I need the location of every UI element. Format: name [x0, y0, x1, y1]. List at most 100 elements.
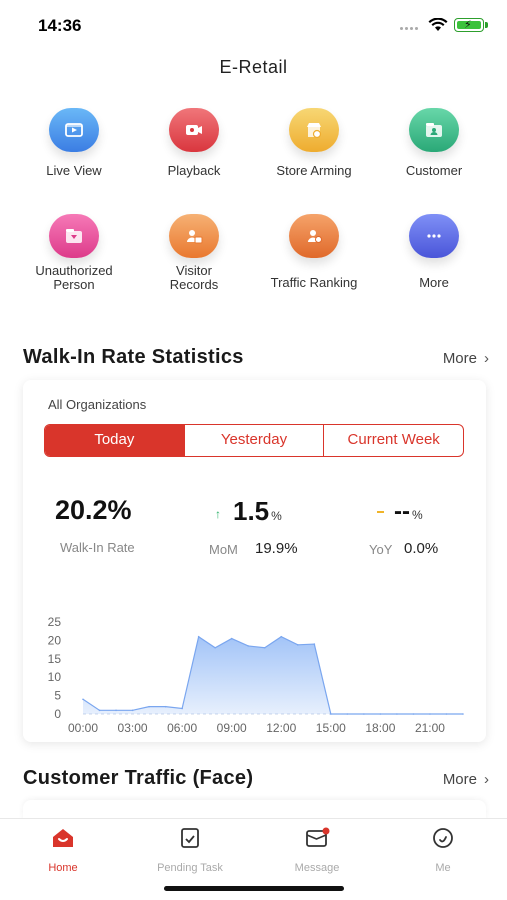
x-tick-label: 21:00	[415, 721, 445, 735]
traffic-ranking-icon	[289, 214, 339, 258]
period-tabs: Today Yesterday Current Week	[44, 424, 464, 457]
grid-label: Store Arming	[276, 163, 352, 178]
data-point	[197, 635, 200, 638]
data-point	[98, 709, 101, 712]
status-time: 14:36	[38, 16, 82, 35]
mom-change-value: 1.5	[233, 496, 270, 526]
y-tick-label: 5	[54, 689, 61, 703]
x-tick-label: 06:00	[167, 721, 197, 735]
grid-item-store-arming[interactable]: Store Arming	[254, 108, 374, 178]
organization-selector[interactable]: All Organizations	[48, 397, 147, 412]
grid-item-visitor-records[interactable]: Visitor Records	[134, 214, 254, 292]
data-point	[363, 713, 365, 715]
data-point	[462, 713, 464, 715]
walkin-title: Walk-In Rate Statistics	[23, 346, 244, 368]
chevron-right-icon[interactable]: ›	[484, 771, 489, 788]
series-line	[82, 635, 463, 715]
traffic-more-link[interactable]: More	[442, 771, 477, 788]
x-tick-label: 00:00	[68, 721, 98, 735]
walkin-section-header: Walk-In Rate Statistics More ›	[23, 346, 489, 374]
nav-message[interactable]: Message	[267, 825, 367, 874]
data-point	[214, 646, 216, 649]
grid-item-traffic-ranking[interactable]: Traffic Ranking	[254, 214, 374, 290]
nav-home[interactable]: Home	[13, 825, 113, 874]
data-point	[313, 643, 316, 645]
traffic-section-header: Customer Traffic (Face) More ›	[23, 767, 489, 795]
traffic-title: Customer Traffic (Face)	[23, 767, 254, 789]
data-point	[164, 705, 167, 708]
y-tick-label: 15	[48, 652, 62, 666]
grid-item-playback[interactable]: Playback	[134, 108, 254, 178]
data-point	[131, 709, 134, 712]
series-area	[83, 636, 463, 714]
mom-change: 1.5%	[233, 496, 282, 527]
y-tick-label: 25	[48, 615, 62, 629]
x-tick-label: 09:00	[217, 721, 247, 735]
grid-label: Traffic Ranking	[270, 275, 358, 290]
grid-item-more[interactable]: More	[374, 214, 494, 290]
walkin-area-chart: 0 5 10 15 20 25 00:00 03:00 06:00 09:00 12:00 15:00…	[48, 615, 464, 735]
yoy-percent: 0.0%	[404, 540, 439, 557]
grid-label: Visitor Records	[169, 263, 219, 292]
data-point	[379, 713, 382, 715]
more-icon	[409, 214, 459, 258]
visitor-records-icon	[169, 214, 219, 258]
walkin-more-link[interactable]: More	[442, 350, 477, 367]
walkin-rate-label: Walk-In Rate	[60, 540, 135, 555]
grid-label: Unauthorized Person	[35, 263, 113, 292]
mom-label: MoM	[209, 542, 238, 557]
chevron-right-icon[interactable]: ›	[484, 350, 489, 367]
data-point	[247, 645, 250, 647]
nav-pending-task[interactable]: Pending Task	[140, 825, 240, 874]
live-view-icon	[49, 108, 99, 152]
x-tick-label: 18:00	[365, 721, 395, 735]
data-point	[412, 713, 415, 715]
flat-trend-icon	[377, 511, 384, 513]
x-tick-label: 03:00	[118, 721, 148, 735]
walkin-card: All Organizations Today Yesterday Curren…	[23, 380, 486, 742]
y-tick-label: 20	[48, 633, 62, 647]
data-point	[429, 713, 431, 715]
nav-label: Me	[435, 862, 451, 874]
battery-icon: ⚡	[454, 18, 484, 32]
yoy-change: --%	[394, 498, 423, 526]
data-point	[396, 713, 398, 715]
wifi-icon	[428, 18, 448, 31]
arrow-up-icon: ↑	[215, 507, 221, 521]
mom-percent: 19.9%	[255, 540, 298, 557]
message-icon	[306, 827, 330, 847]
grid-label: Live View	[46, 163, 102, 178]
data-point	[280, 635, 283, 638]
home-indicator	[164, 886, 344, 891]
walkin-rate-value: 20.2%	[55, 495, 132, 525]
data-point	[115, 709, 117, 712]
grid-item-live-view[interactable]: Live View	[14, 108, 134, 178]
tab-yesterday[interactable]: Yesterday	[183, 425, 324, 456]
grid-item-customer[interactable]: Customer	[374, 108, 494, 178]
grid-label: Customer	[405, 163, 463, 178]
grid-item-unauthorized-person[interactable]: Unauthorized Person	[14, 214, 134, 292]
customer-icon	[409, 108, 459, 152]
tab-today[interactable]: Today	[45, 425, 184, 456]
home-icon	[53, 829, 73, 847]
me-icon	[433, 828, 453, 848]
y-tick-label: 10	[48, 670, 62, 684]
nav-label: Message	[294, 862, 340, 874]
data-point	[296, 644, 299, 646]
data-point	[330, 713, 332, 715]
data-point	[445, 713, 448, 715]
nav-label: Home	[48, 862, 78, 874]
grid-label: Playback	[167, 163, 221, 178]
nav-me[interactable]: Me	[393, 825, 493, 874]
traffic-card	[23, 800, 486, 820]
status-bar: 14:36 ⚡	[0, 0, 507, 50]
y-tick-label: 0	[54, 707, 61, 721]
tab-current-week[interactable]: Current Week	[323, 425, 463, 456]
yoy-label: YoY	[369, 542, 393, 557]
grid-label: More	[419, 275, 449, 290]
yoy-change-unit: %	[411, 508, 423, 522]
x-tick-label: 12:00	[266, 721, 296, 735]
mom-change-unit: %	[271, 509, 282, 523]
pending-task-icon	[181, 828, 199, 848]
data-point	[346, 713, 349, 715]
